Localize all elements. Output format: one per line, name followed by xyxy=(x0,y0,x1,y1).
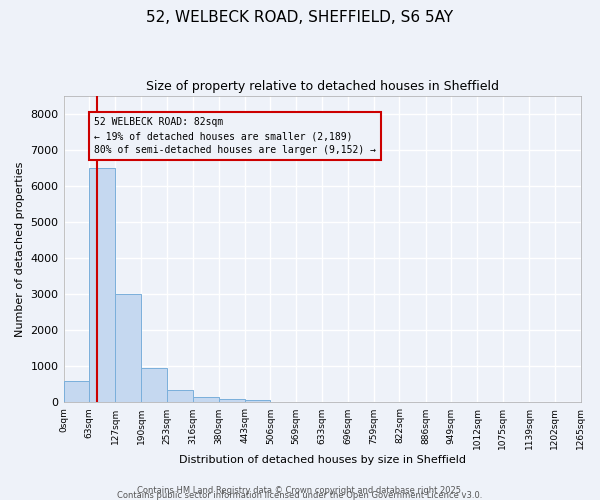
Bar xyxy=(167,390,193,402)
Y-axis label: Number of detached properties: Number of detached properties xyxy=(15,162,25,336)
Bar xyxy=(219,399,245,402)
Bar xyxy=(245,400,271,402)
Bar xyxy=(115,294,141,403)
Bar xyxy=(193,397,219,402)
Text: 52, WELBECK ROAD, SHEFFIELD, S6 5AY: 52, WELBECK ROAD, SHEFFIELD, S6 5AY xyxy=(146,10,454,25)
Bar xyxy=(89,168,115,402)
Title: Size of property relative to detached houses in Sheffield: Size of property relative to detached ho… xyxy=(146,80,499,93)
Text: Contains public sector information licensed under the Open Government Licence v3: Contains public sector information licen… xyxy=(118,491,482,500)
Text: Contains HM Land Registry data © Crown copyright and database right 2025.: Contains HM Land Registry data © Crown c… xyxy=(137,486,463,495)
X-axis label: Distribution of detached houses by size in Sheffield: Distribution of detached houses by size … xyxy=(179,455,466,465)
Bar xyxy=(64,381,89,402)
Bar xyxy=(141,368,167,402)
Text: 52 WELBECK ROAD: 82sqm
← 19% of detached houses are smaller (2,189)
80% of semi-: 52 WELBECK ROAD: 82sqm ← 19% of detached… xyxy=(94,117,376,155)
